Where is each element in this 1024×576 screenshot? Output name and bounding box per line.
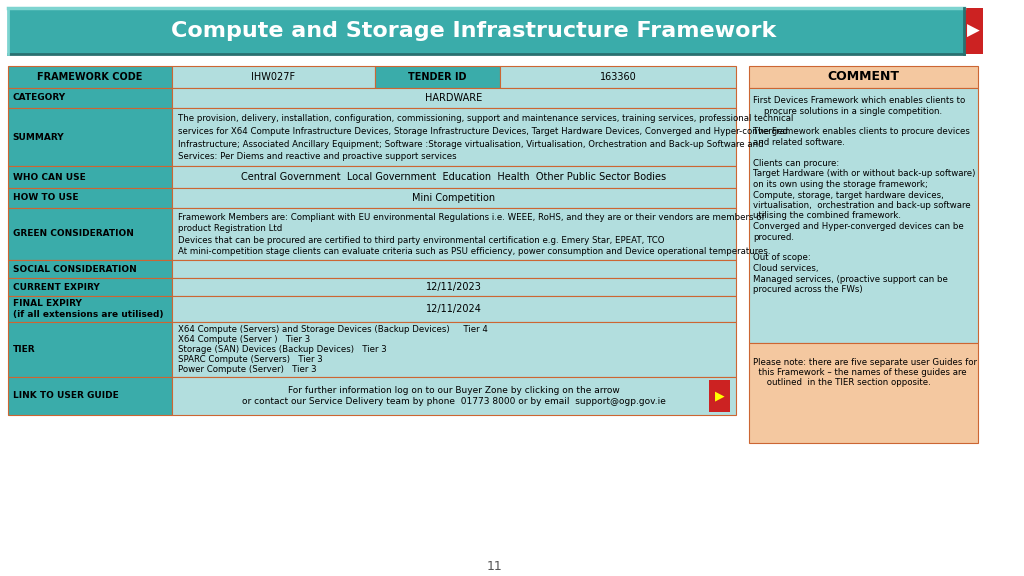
Text: Compute and Storage Infrastructure Framework: Compute and Storage Infrastructure Frame… (171, 21, 776, 41)
FancyBboxPatch shape (749, 66, 979, 88)
Text: CURRENT EXPIRY: CURRENT EXPIRY (12, 282, 99, 291)
FancyBboxPatch shape (8, 88, 172, 108)
Text: 12/11/2024: 12/11/2024 (426, 304, 482, 314)
Text: WHO CAN USE: WHO CAN USE (12, 172, 85, 181)
Text: and related software.: and related software. (754, 138, 845, 147)
Text: At mini-competition stage clients can evaluate criteria such as PSU efficiency, : At mini-competition stage clients can ev… (178, 248, 770, 256)
FancyBboxPatch shape (8, 260, 172, 278)
Text: X64 Compute (Servers) and Storage Devices (Backup Devices)     Tier 4: X64 Compute (Servers) and Storage Device… (178, 325, 487, 335)
Text: Cloud services,: Cloud services, (754, 264, 819, 273)
Text: FINAL EXPIRY
(if all extensions are utilised): FINAL EXPIRY (if all extensions are util… (12, 300, 163, 319)
FancyBboxPatch shape (749, 343, 979, 443)
Text: COMMENT: COMMENT (827, 70, 899, 84)
Text: First Devices Framework which enables clients to: First Devices Framework which enables cl… (754, 96, 966, 105)
FancyBboxPatch shape (501, 66, 736, 88)
Text: 12/11/2023: 12/11/2023 (426, 282, 482, 292)
Text: Compute, storage, target hardware devices,: Compute, storage, target hardware device… (754, 191, 944, 199)
FancyBboxPatch shape (172, 166, 736, 188)
Text: ▶: ▶ (968, 22, 980, 40)
Text: IHW027F: IHW027F (251, 72, 295, 82)
Text: Mini Competition: Mini Competition (413, 193, 496, 203)
Text: SPARC Compute (Servers)   Tier 3: SPARC Compute (Servers) Tier 3 (178, 355, 323, 365)
Text: Out of scope:: Out of scope: (754, 253, 811, 263)
FancyBboxPatch shape (172, 188, 736, 208)
Text: Central Government  Local Government  Education  Health  Other Public Sector Bod: Central Government Local Government Educ… (242, 172, 667, 182)
FancyBboxPatch shape (172, 377, 736, 415)
Text: X64 Compute (Server )   Tier 3: X64 Compute (Server ) Tier 3 (178, 335, 310, 344)
Text: on its own using the storage framework;: on its own using the storage framework; (754, 180, 929, 189)
Text: SUMMARY: SUMMARY (12, 132, 65, 142)
Text: The provision, delivery, installation, configuration, commissioning, support and: The provision, delivery, installation, c… (178, 114, 794, 123)
Text: HOW TO USE: HOW TO USE (12, 194, 78, 203)
Text: TIER: TIER (12, 345, 35, 354)
FancyBboxPatch shape (8, 296, 172, 322)
Text: Devices that can be procured are certified to third party environmental certific: Devices that can be procured are certifi… (178, 236, 665, 245)
FancyBboxPatch shape (172, 278, 736, 296)
Text: 11: 11 (486, 559, 503, 573)
Text: utilising the combined framework.: utilising the combined framework. (754, 211, 901, 221)
Text: CATEGORY: CATEGORY (12, 93, 66, 103)
Text: this Framework – the names of these guides are: this Framework – the names of these guid… (754, 368, 967, 377)
Text: TENDER ID: TENDER ID (409, 72, 467, 82)
Text: procure solutions in a single competition.: procure solutions in a single competitio… (754, 107, 942, 116)
FancyBboxPatch shape (172, 322, 736, 377)
Text: Please note: there are five separate user Guides for: Please note: there are five separate use… (754, 358, 978, 367)
Text: HARDWARE: HARDWARE (425, 93, 482, 103)
Text: Power Compute (Server)   Tier 3: Power Compute (Server) Tier 3 (178, 366, 316, 374)
FancyBboxPatch shape (172, 66, 375, 88)
Text: Converged and Hyper-converged devices can be: Converged and Hyper-converged devices ca… (754, 222, 965, 231)
Text: Framework Members are: Compliant with EU environmental Regulations i.e. WEEE, Ro: Framework Members are: Compliant with EU… (178, 213, 764, 222)
FancyBboxPatch shape (749, 88, 979, 343)
FancyBboxPatch shape (172, 296, 736, 322)
Text: FRAMEWORK CODE: FRAMEWORK CODE (37, 72, 142, 82)
Text: Infrastructure; Associated Ancillary Equipment; Software :Storage virtualisation: Infrastructure; Associated Ancillary Equ… (178, 139, 763, 149)
Text: GREEN CONSIDERATION: GREEN CONSIDERATION (12, 229, 133, 238)
Text: SOCIAL CONSIDERATION: SOCIAL CONSIDERATION (12, 264, 136, 274)
Text: Services: Per Diems and reactive and proactive support services: Services: Per Diems and reactive and pro… (178, 153, 457, 161)
FancyBboxPatch shape (172, 108, 736, 166)
FancyBboxPatch shape (8, 8, 964, 54)
Text: LINK TO USER GUIDE: LINK TO USER GUIDE (12, 392, 119, 400)
Text: procured.: procured. (754, 233, 795, 241)
FancyBboxPatch shape (8, 188, 172, 208)
Text: virtualisation,  orchestration and back-up software: virtualisation, orchestration and back-u… (754, 201, 971, 210)
FancyBboxPatch shape (172, 88, 736, 108)
Text: services for X64 Compute Infrastructure Devices, Storage Infrastructure Devices,: services for X64 Compute Infrastructure … (178, 127, 787, 136)
Text: Managed services, (proactive support can be: Managed services, (proactive support can… (754, 275, 948, 283)
Text: product Registration Ltd: product Registration Ltd (178, 224, 282, 233)
Text: Storage (SAN) Devices (Backup Devices)   Tier 3: Storage (SAN) Devices (Backup Devices) T… (178, 346, 386, 354)
FancyBboxPatch shape (172, 260, 736, 278)
FancyBboxPatch shape (8, 278, 172, 296)
FancyBboxPatch shape (8, 166, 172, 188)
FancyBboxPatch shape (8, 377, 172, 415)
FancyBboxPatch shape (8, 322, 172, 377)
Text: For further information log on to our Buyer Zone by clicking on the arrow
or con: For further information log on to our Bu… (242, 386, 666, 406)
FancyBboxPatch shape (8, 66, 172, 88)
Text: The Framework enables clients to procure devices: The Framework enables clients to procure… (754, 127, 971, 137)
FancyBboxPatch shape (709, 380, 730, 412)
Text: 163360: 163360 (600, 72, 637, 82)
FancyBboxPatch shape (8, 208, 172, 260)
FancyBboxPatch shape (172, 208, 736, 260)
Text: outlined  in the TIER section opposite.: outlined in the TIER section opposite. (754, 378, 931, 387)
Text: ▶: ▶ (715, 389, 724, 403)
Text: Clients can procure:: Clients can procure: (754, 159, 840, 168)
FancyBboxPatch shape (375, 66, 501, 88)
Text: Target Hardware (with or without back-up software): Target Hardware (with or without back-up… (754, 169, 976, 179)
Text: procured across the FWs): procured across the FWs) (754, 285, 863, 294)
FancyBboxPatch shape (964, 8, 983, 54)
FancyBboxPatch shape (8, 108, 172, 166)
